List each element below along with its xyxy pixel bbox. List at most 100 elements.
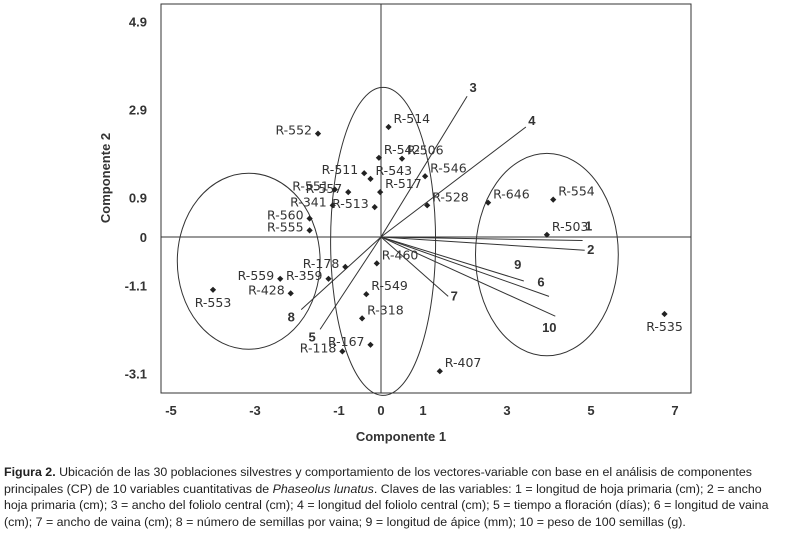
point-R-528 (424, 202, 431, 209)
point-label-R-542: R-542 (384, 142, 421, 157)
point-R-359 (325, 275, 332, 282)
point-label-R-167: R-167 (328, 334, 365, 349)
group-ellipses (176, 86, 619, 396)
point-R-118 (339, 348, 346, 355)
point-label-R-559: R-559 (238, 268, 275, 283)
group-ellipse-3 (475, 152, 619, 357)
y-tick-label: 0 (140, 230, 147, 245)
point-label-R-549: R-549 (371, 278, 408, 293)
vector-2 (380, 236, 585, 251)
point-label-R-359: R-359 (286, 268, 323, 283)
vector-label-4: 4 (528, 113, 536, 128)
point-R-428 (287, 290, 294, 297)
point-label-R-552: R-552 (275, 123, 312, 138)
point-label-R-341: R-341 (290, 194, 327, 209)
caption-text-part2: . Claves de las variables: 1 = longitud … (4, 481, 769, 529)
point-R-553 (209, 286, 217, 293)
plot-frame (160, 3, 692, 394)
point-label-R-118: R-118 (300, 340, 337, 355)
y-tick-label: -3.1 (125, 366, 147, 381)
point-R-549 (363, 291, 370, 298)
point-label-R-178: R-178 (303, 256, 340, 271)
x-tick-label: 7 (671, 403, 678, 418)
point-R-167 (367, 341, 374, 348)
point-R-555 (306, 227, 313, 234)
point-R-543 (367, 175, 374, 183)
point-label-R-407: R-407 (445, 355, 482, 370)
point-label-R-428: R-428 (248, 282, 285, 297)
point-R-514 (385, 123, 392, 131)
point-R-178 (342, 263, 349, 271)
x-tick-label: 3 (503, 403, 510, 418)
vector-label-7: 7 (451, 288, 458, 303)
point-label-R-535: R-535 (646, 319, 683, 334)
point-label-R-513: R-513 (332, 196, 369, 211)
caption-text-part1: Ubicación de las 30 poblaciones silvestr… (4, 465, 752, 496)
point-R-554 (550, 196, 557, 203)
point-R-341 (329, 202, 336, 209)
group-ellipse-2 (330, 86, 437, 396)
figure-caption: Figura 2. Ubicación de las 30 poblacione… (4, 464, 784, 530)
point-R-546 (421, 173, 429, 180)
point-R-517 (377, 189, 384, 196)
point-label-R-506: R-506 (407, 143, 444, 158)
vector-label-6: 6 (537, 274, 544, 289)
vector-7 (380, 236, 449, 297)
vector-label-2: 2 (587, 242, 594, 257)
vector-9 (380, 236, 524, 282)
point-label-R-553: R-553 (195, 295, 232, 310)
x-tick-label: -5 (165, 403, 177, 418)
x-tick-label: -3 (249, 403, 261, 418)
point-label-R-318: R-318 (367, 302, 404, 317)
vector-label-9: 9 (514, 257, 521, 272)
vector-label-3: 3 (469, 80, 476, 95)
x-axis-ticks: -5 -3 -1 0 1 3 5 7 (165, 403, 678, 418)
point-R-557 (345, 189, 352, 196)
x-tick-label: 5 (587, 403, 594, 418)
vector-6 (380, 236, 550, 297)
y-tick-label: 0.9 (129, 190, 147, 205)
x-tick-label: 0 (377, 403, 384, 418)
point-R-535 (661, 310, 668, 318)
point-label-R-528: R-528 (432, 189, 469, 204)
point-label-R-460: R-460 (382, 247, 419, 262)
y-tick-label: -1.1 (125, 278, 147, 293)
point-label-R-546: R-546 (430, 160, 467, 175)
caption-species: Phaseolus lunatus (272, 481, 374, 496)
vector-1 (380, 236, 583, 242)
point-label-R-554: R-554 (558, 184, 595, 199)
vector-label-8: 8 (288, 310, 295, 325)
caption-figure-label: Figura 2. (4, 465, 56, 479)
point-R-318 (358, 315, 366, 322)
point-label-R-557: R-557 (306, 181, 343, 196)
vector-label-1: 1 (585, 219, 592, 234)
x-tick-label: 1 (419, 403, 426, 418)
point-label-R-543: R-543 (376, 163, 413, 178)
point-R-552 (314, 130, 322, 137)
point-label-R-517: R-517 (385, 176, 422, 191)
point-label-R-560: R-560 (267, 208, 304, 223)
vector-3 (380, 95, 468, 238)
y-axis-title: Componente 2 (98, 133, 113, 223)
group-ellipse-1 (176, 172, 321, 350)
y-axis-ticks: 4.9 2.9 0.9 0 -1.1 -3.1 (125, 14, 147, 381)
point-R-513 (371, 203, 378, 211)
y-tick-label: 4.9 (129, 14, 147, 29)
point-label-R-514: R-514 (394, 111, 431, 126)
vector-5 (319, 236, 382, 330)
vector-label-10: 10 (542, 320, 556, 335)
point-label-R-551: R-551 (292, 178, 329, 193)
point-label-R-503: R-503 (552, 219, 589, 234)
point-label-R-555: R-555 (267, 219, 304, 234)
x-tick-label: -1 (333, 403, 345, 418)
y-tick-label: 2.9 (129, 102, 147, 117)
vector-label-5: 5 (308, 329, 315, 344)
variable-vectors: 1 2 3 4 5 6 7 8 9 10 (288, 80, 595, 344)
point-label-R-511: R-511 (322, 162, 359, 177)
vector-8 (300, 236, 382, 310)
point-label-R-646: R-646 (493, 187, 530, 202)
vector-4 (380, 126, 527, 238)
x-axis-title: Componente 1 (356, 429, 446, 444)
